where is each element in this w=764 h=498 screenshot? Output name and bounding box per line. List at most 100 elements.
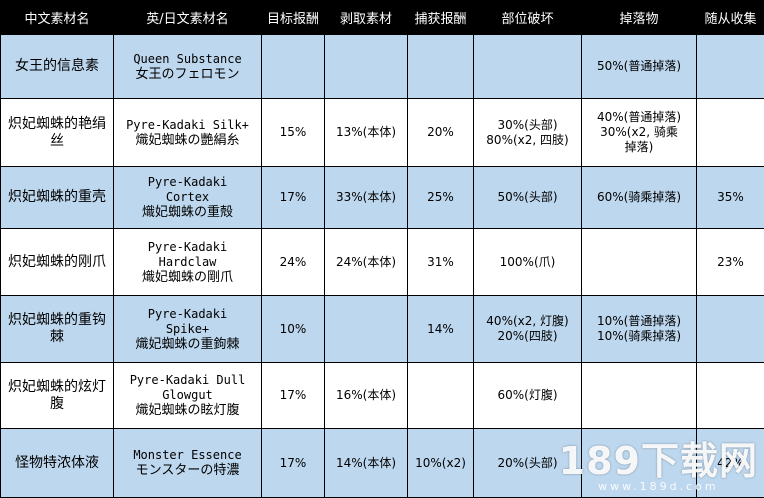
cell-capture-reward: 14% — [408, 296, 474, 363]
cell-text: 25% — [427, 190, 454, 204]
cell-text: 怪物特浓体液 — [15, 455, 99, 471]
cell-line: 10%(普通掉落) — [584, 314, 694, 329]
cell-line: Queen Substance — [116, 52, 259, 67]
cell-drop — [582, 429, 697, 498]
col-header-target-reward: 目标报酬 — [262, 1, 325, 35]
cell-line: Spike+ — [116, 322, 259, 337]
cell-capture-reward: 25% — [408, 167, 474, 229]
cell-line: Monster Essence — [116, 448, 259, 463]
cell-carve: 13%(本体) — [325, 99, 408, 167]
cell-part-break: 40%(x2, 灯腹)20%(四肢) — [474, 296, 582, 363]
cell-text: 17% — [280, 388, 307, 402]
cell-capture-reward: 10%(x2) — [408, 429, 474, 498]
cell-text: 31% — [427, 255, 454, 269]
cell-text: 10% — [280, 322, 307, 336]
cell-target-reward: 15% — [262, 99, 325, 167]
cell-palico: 35% — [697, 167, 764, 229]
cell-line: 20%(头部) — [476, 456, 579, 471]
cell-text: 炽妃蜘蛛的重钩棘 — [8, 312, 106, 345]
cell-zh-name: 炽妃蜘蛛的艳绢丝 — [1, 99, 114, 167]
cell-text: 炽妃蜘蛛的重壳 — [8, 189, 106, 205]
cell-zh-name: 女王的信息素 — [1, 35, 114, 99]
cell-drop: 60%(骑乘掉落) — [582, 167, 697, 229]
cell-carve: 14%(本体) — [325, 429, 408, 498]
cell-drop — [582, 363, 697, 429]
cell-capture-reward — [408, 363, 474, 429]
cell-text: 15% — [280, 125, 307, 139]
cell-line: モンスターの特濃 — [116, 463, 259, 478]
cell-zh-name: 炽妃蜘蛛的重壳 — [1, 167, 114, 229]
cell-part-break: 100%(爪) — [474, 229, 582, 296]
cell-line: 50%(普通掉落) — [584, 59, 694, 74]
cell-line: Pyre-Kadaki — [116, 175, 259, 190]
cell-target-reward: 10% — [262, 296, 325, 363]
cell-text: 42% — [717, 456, 744, 470]
cell-line: Cortex — [116, 190, 259, 205]
cell-text: 10%(x2) — [415, 456, 466, 470]
cell-palico: 23% — [697, 229, 764, 296]
cell-text: 14%(本体) — [336, 456, 396, 470]
cell-text: 24% — [280, 255, 307, 269]
cell-line: Pyre-Kadaki Silk+ — [116, 118, 259, 133]
cell-part-break: 60%(灯腹) — [474, 363, 582, 429]
cell-text: 炽妃蜘蛛的刚爪 — [8, 254, 106, 270]
cell-palico — [697, 99, 764, 167]
cell-carve: 33%(本体) — [325, 167, 408, 229]
cell-text: 20% — [427, 125, 454, 139]
cell-zh-name: 炽妃蜘蛛的重钩棘 — [1, 296, 114, 363]
cell-palico — [697, 363, 764, 429]
cell-line: Hardclaw — [116, 255, 259, 270]
cell-text: 33%(本体) — [336, 190, 396, 204]
cell-drop: 40%(普通掉落)30%(x2, 骑乘掉落) — [582, 99, 697, 167]
cell-text: 17% — [280, 190, 307, 204]
cell-carve — [325, 35, 408, 99]
cell-target-reward: 24% — [262, 229, 325, 296]
cell-part-break — [474, 35, 582, 99]
cell-line: 50%(头部) — [476, 190, 579, 205]
cell-line: 60%(骑乘掉落) — [584, 190, 694, 205]
cell-zh-name: 炽妃蜘蛛的刚爪 — [1, 229, 114, 296]
cell-zh-name: 炽妃蜘蛛的炫灯腹 — [1, 363, 114, 429]
cell-target-reward — [262, 35, 325, 99]
cell-line: 100%(爪) — [476, 255, 579, 270]
cell-drop — [582, 229, 697, 296]
cell-en-jp-name: Pyre-Kadaki Silk+熾妃蜘蛛の艷絹糸 — [114, 99, 262, 167]
cell-text: 炽妃蜘蛛的炫灯腹 — [8, 379, 106, 412]
col-header-carve: 剥取素材 — [325, 1, 408, 35]
cell-part-break: 50%(头部) — [474, 167, 582, 229]
cell-line: 熾妃蜘蛛の艷絹糸 — [116, 133, 259, 148]
cell-part-break: 20%(头部) — [474, 429, 582, 498]
cell-palico — [697, 35, 764, 99]
cell-line: Pyre-Kadaki — [116, 307, 259, 322]
cell-line: 熾妃蜘蛛の眩灯腹 — [116, 403, 259, 418]
cell-line: 熾妃蜘蛛の剛爪 — [116, 270, 259, 285]
cell-target-reward: 17% — [262, 363, 325, 429]
cell-line: 10%(骑乘掉落) — [584, 329, 694, 344]
cell-line: 熾妃蜘蛛の重殻 — [116, 205, 259, 220]
col-header-part-break: 部位破坏 — [474, 1, 582, 35]
cell-palico: 42% — [697, 429, 764, 498]
col-header-en-jp-name: 英/日文素材名 — [114, 1, 262, 35]
cell-line: Pyre-Kadaki Dull — [116, 373, 259, 388]
cell-text: 24%(本体) — [336, 255, 396, 269]
cell-line: 女王のフェロモン — [116, 67, 259, 82]
cell-text: 23% — [717, 255, 744, 269]
col-header-capture-reward: 捕获报酬 — [408, 1, 474, 35]
cell-target-reward: 17% — [262, 167, 325, 229]
cell-text: 13%(本体) — [336, 125, 396, 139]
header-row: 中文素材名英/日文素材名目标报酬剥取素材捕获报酬部位破坏掉落物随从收集 — [1, 1, 764, 35]
cell-part-break: 30%(头部)80%(x2, 四肢) — [474, 99, 582, 167]
cell-carve: 16%(本体) — [325, 363, 408, 429]
cell-text: 35% — [717, 190, 744, 204]
cell-capture-reward — [408, 35, 474, 99]
